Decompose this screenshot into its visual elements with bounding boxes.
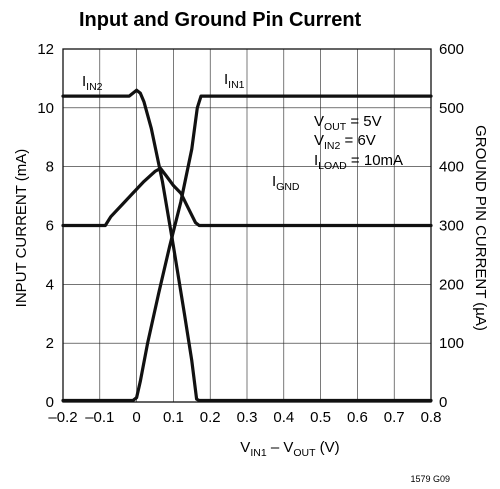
tick-labels: –0.2 –0.1 0 0.1 0.2 0.3 0.4 0.5 0.6 0.7 0.80246810… [37,41,464,426]
condition-vin2: VIN2 = 6V [314,132,376,152]
x-axis-label: VIN1 – VOUT (V) [240,439,339,459]
y-left-tick-label: 2 [46,335,54,352]
y-right-tick-label: 400 [439,159,464,176]
y-right-tick-label: 600 [439,41,464,58]
y-left-tick-label: 4 [46,276,54,293]
series-label-iin1: IIN1 [224,71,245,91]
condition-vout: VOUT = 5V [314,113,382,133]
series-label-ignd: IGND [272,173,300,193]
y-right-tick-label: 200 [439,276,464,293]
series-line-iin2 [61,88,433,403]
conditions-annotation: VOUT = 5V VIN2 = 6V ILOAD = 10mA [314,113,403,172]
y-right-tick-label: 300 [439,218,464,235]
series-lines [61,88,433,403]
plot-frame [62,48,432,403]
y-left-tick-label: 6 [46,218,54,235]
series-label-iin2: IIN2 [82,73,103,93]
series-line-ignd [61,166,433,228]
series-line-iin1 [61,94,433,403]
condition-iload: ILOAD = 10mA [314,152,403,172]
x-tick-label: 0 [132,409,140,426]
x-tick-label: 0.5 [310,409,331,426]
x-tick-label: 0.8 [421,409,442,426]
y-right-tick-label: 100 [439,335,464,352]
y-left-tick-label: 12 [37,41,54,58]
chart-title: Input and Ground Pin Current [79,9,362,31]
y-left-tick-label: 0 [46,394,54,411]
figure-code: 1579 G09 [410,474,450,484]
x-tick-label: –0.2 [48,409,77,426]
y-axis-right-label: GROUND PIN CURRENT (µA) [472,125,489,331]
x-tick-label: –0.1 [85,409,114,426]
x-tick-label: 0.2 [200,409,221,426]
y-left-tick-label: 8 [46,159,54,176]
x-tick-label: 0.7 [384,409,405,426]
y-right-tick-label: 0 [439,394,447,411]
x-tick-label: 0.4 [273,409,294,426]
x-tick-label: 0.6 [347,409,368,426]
y-left-tick-label: 10 [37,100,54,117]
x-tick-label: 0.1 [163,409,184,426]
y-axis-left-label: INPUT CURRENT (mA) [13,149,30,308]
x-tick-label: 0.3 [237,409,258,426]
y-right-tick-label: 500 [439,100,464,117]
